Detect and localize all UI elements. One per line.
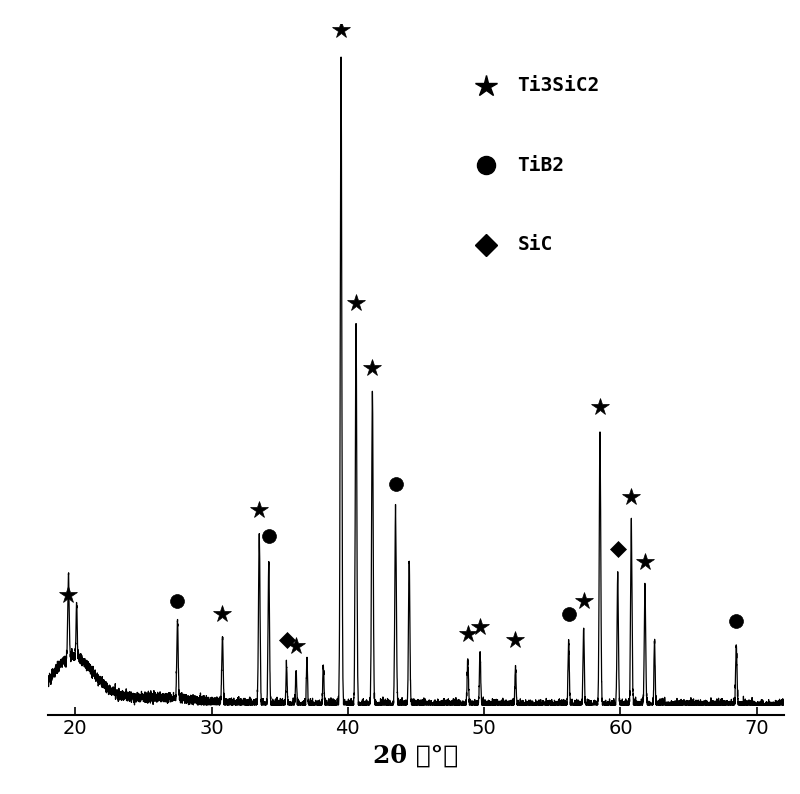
X-axis label: 2θ （°）: 2θ （°） [374,744,458,768]
Text: SiC: SiC [518,235,553,254]
Text: TiB2: TiB2 [518,156,565,175]
Text: Ti3SiC2: Ti3SiC2 [518,76,600,95]
